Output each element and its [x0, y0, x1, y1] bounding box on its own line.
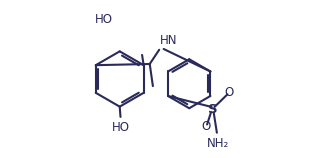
- Text: HO: HO: [94, 13, 112, 26]
- Text: HO: HO: [112, 121, 130, 134]
- Text: O: O: [201, 120, 211, 133]
- Text: HN: HN: [160, 34, 178, 47]
- Text: S: S: [208, 103, 218, 116]
- Text: NH₂: NH₂: [207, 137, 229, 150]
- Text: O: O: [224, 86, 233, 99]
